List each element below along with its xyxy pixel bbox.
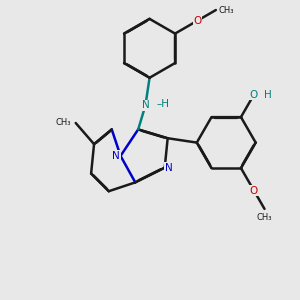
Text: O: O <box>250 90 258 100</box>
Text: –H: –H <box>157 99 169 109</box>
Text: CH₃: CH₃ <box>56 118 71 127</box>
Text: CH₃: CH₃ <box>257 213 272 222</box>
Text: N: N <box>112 151 120 161</box>
Text: O: O <box>194 16 202 26</box>
Text: O: O <box>250 185 258 196</box>
Text: CH₃: CH₃ <box>219 5 234 14</box>
Text: N: N <box>165 163 173 173</box>
Text: H: H <box>264 90 272 100</box>
Text: N: N <box>142 100 149 110</box>
